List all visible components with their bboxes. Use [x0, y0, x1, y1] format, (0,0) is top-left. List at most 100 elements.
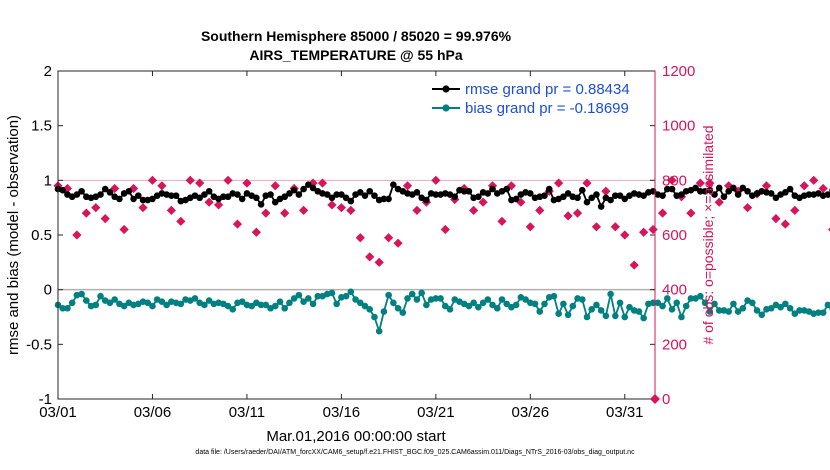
bias-point — [437, 295, 444, 302]
rmse-point — [309, 184, 317, 192]
y-right-tick-label: 600 — [662, 227, 687, 244]
rmse-point — [503, 185, 510, 193]
rmse-point — [560, 193, 567, 201]
rmse-point — [725, 187, 732, 195]
bias-point — [305, 295, 312, 302]
bias-point — [380, 308, 388, 315]
rmse-point — [390, 181, 397, 189]
obs-assimilated-point — [563, 211, 573, 221]
bias-point — [777, 303, 784, 311]
obs-assimilated-point — [280, 208, 290, 218]
legend-rmse-label: rmse grand pr = 0.88434 — [465, 81, 630, 98]
rmse-point — [172, 192, 180, 199]
obs-assimilated-point — [818, 183, 828, 194]
bias-point — [257, 301, 265, 309]
bias-point — [706, 308, 714, 315]
bias-point — [295, 291, 303, 299]
bias-point — [158, 298, 166, 305]
rmse-point — [196, 194, 203, 202]
rmse-point — [361, 192, 369, 199]
bias-point — [328, 289, 336, 297]
bias-point — [408, 290, 416, 298]
y-right-tick-label: 1000 — [662, 118, 695, 135]
bias-point — [423, 301, 430, 309]
plot-area — [58, 71, 655, 399]
bias-point — [607, 290, 614, 298]
axis-ticks: 03/01 03/06 03/11 03/16 03/21 03/26 03/31 -1 -0.… — [26, 63, 695, 421]
rmse-point — [385, 195, 392, 203]
legend-rmse-marker — [442, 85, 450, 93]
rmse-point — [366, 187, 374, 195]
y-right-tick-label: 1200 — [662, 63, 695, 80]
rmse-point — [432, 191, 440, 198]
x-tick-label: 03/16 — [323, 404, 361, 421]
rmse-point — [423, 196, 430, 204]
x-tick-label: 03/21 — [417, 404, 455, 421]
bias-point — [569, 302, 577, 310]
rmse-point — [720, 193, 728, 201]
bias-point — [385, 291, 392, 299]
rmse-point — [692, 184, 699, 192]
rmse-point — [201, 191, 208, 198]
obs-assimilated-point — [72, 230, 82, 240]
obs-assimilated-point — [119, 224, 129, 235]
obs-assimilated-point — [780, 219, 790, 229]
rmse-point — [134, 192, 142, 199]
bias-point — [748, 299, 756, 307]
y-right-tick-label: 400 — [662, 282, 687, 299]
obs-assimilated-point — [440, 224, 450, 235]
bias-point — [782, 300, 789, 308]
y-axis-left-label: rmse and bias (model - observation) — [5, 115, 22, 355]
rmse-point — [640, 192, 647, 199]
bias-point — [673, 299, 681, 307]
obs-assimilated-point — [223, 175, 233, 185]
bias-point — [701, 299, 709, 307]
rmse-point — [413, 189, 421, 196]
rmse-point — [574, 194, 581, 202]
rmse-point — [711, 191, 718, 198]
bias-point — [309, 300, 317, 308]
bias-point — [356, 299, 364, 307]
obs-assimilated-point — [157, 181, 167, 191]
rmse-point — [328, 194, 336, 202]
bias-point — [446, 306, 454, 313]
x-tick-label: 03/06 — [134, 404, 172, 421]
bias-point — [441, 302, 449, 310]
bias-point — [205, 297, 213, 304]
bias-point — [602, 312, 610, 320]
rmse-point — [697, 187, 704, 195]
y-left-tick-label: 0 — [44, 282, 52, 299]
obs-assimilated-point — [516, 197, 526, 207]
y-left-tick-label: -1 — [39, 391, 52, 408]
bias-point — [347, 288, 355, 296]
rmse-point — [295, 191, 303, 198]
bias-point — [730, 300, 737, 308]
bias-point — [541, 300, 548, 308]
bias-point — [394, 304, 402, 312]
bias-point — [711, 300, 718, 308]
obs-assimilated-point — [705, 178, 715, 188]
bias-point — [224, 302, 232, 310]
bias-point — [281, 304, 289, 312]
bias-point — [201, 301, 208, 309]
obs-assimilated-point — [695, 178, 705, 188]
rmse-point — [593, 191, 600, 198]
obs-assimilated-point — [138, 203, 148, 213]
rmse-point — [234, 191, 241, 198]
rmse-point — [300, 185, 307, 193]
bias-point — [390, 299, 397, 307]
bias-point — [536, 308, 544, 315]
bias-point — [68, 299, 76, 307]
bias-point — [734, 308, 742, 315]
bias-point — [149, 302, 156, 310]
rmse-point — [607, 196, 614, 204]
bias-series — [54, 288, 830, 335]
bias-point — [767, 304, 775, 312]
rmse-point — [767, 190, 775, 197]
obs-assimilated-point — [299, 205, 309, 215]
bias-point — [111, 296, 118, 303]
bias-point — [815, 309, 822, 316]
obs-assimilated-point — [195, 178, 205, 188]
bias-point — [616, 299, 624, 307]
rmse-point — [290, 186, 298, 194]
